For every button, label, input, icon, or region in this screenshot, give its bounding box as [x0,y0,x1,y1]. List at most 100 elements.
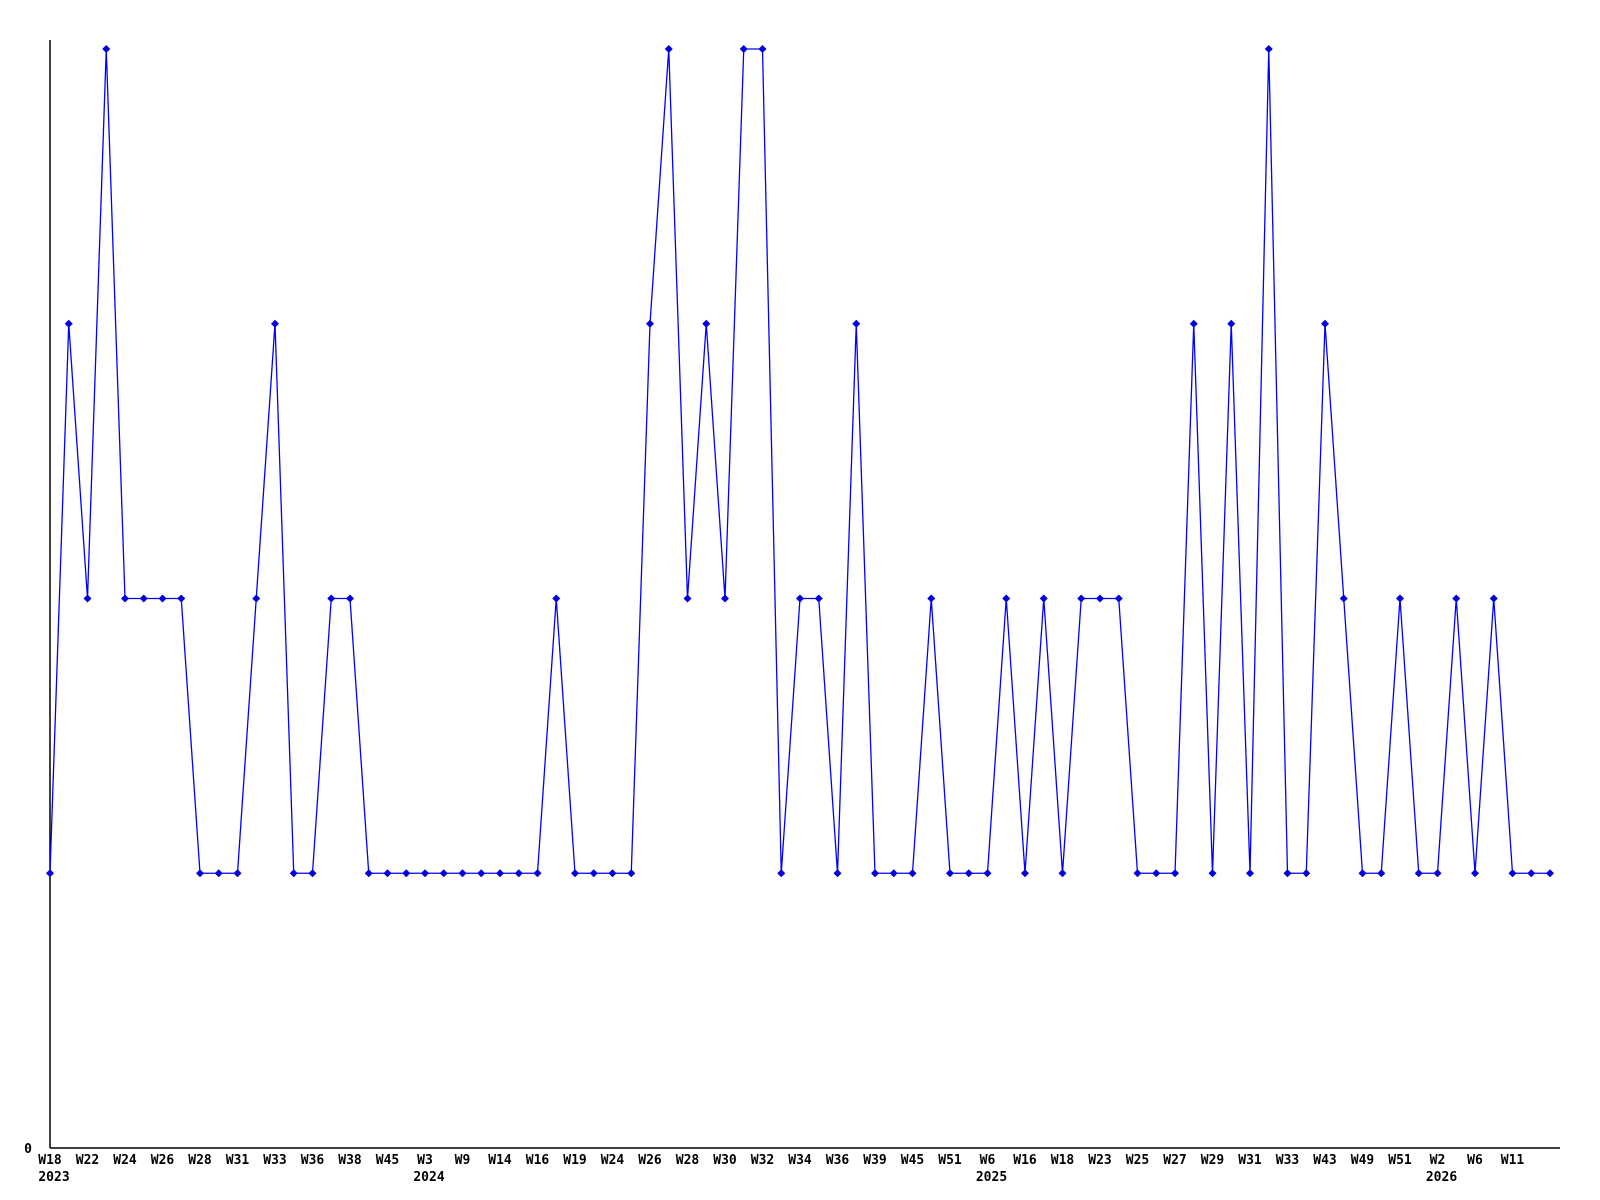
x-axis-tick-labels: W18 2023 W22 W24 W26 W28 W31 W33 W36 W38 W45 W3 2024… [38,1153,1524,1185]
data-point-marker [64,319,73,328]
data-point-marker [1508,869,1517,878]
data-point-marker [1339,594,1348,603]
x-tick-year-label: 2025 [976,1170,1007,1185]
x-tick-week-label: W36 [301,1153,325,1168]
data-point-marker [646,319,654,328]
data-point-marker [683,594,692,603]
data-point-marker [1114,594,1123,603]
data-point-marker [1171,869,1179,878]
data-point-marker [946,869,954,878]
x-tick-week-label: W6 [1467,1153,1483,1168]
x-tick-week-label: W38 [338,1153,362,1168]
x-tick-week-label: W16 [1013,1153,1037,1168]
data-point-marker [1527,869,1536,878]
data-point-marker [102,45,111,53]
data-point-marker [158,594,167,603]
data-point-marker [852,319,861,328]
data-point-marker [477,869,486,878]
x-tick-week-label: W31 [1238,1153,1262,1168]
x-tick-week-label: W26 [638,1153,662,1168]
data-point-marker [1077,594,1086,603]
x-tick-week-label: W45 [901,1153,924,1168]
x-tick-week-label: W14 [488,1153,512,1168]
data-point-marker [889,869,898,878]
data-point-marker [439,869,448,878]
data-point-marker [833,869,842,878]
data-point-marker [533,869,542,878]
data-series-line [49,48,1550,874]
data-point-marker [1433,869,1442,878]
x-tick-week-label: W18 [1051,1153,1075,1168]
x-tick-week-label: W22 [76,1153,99,1168]
data-point-marker [496,869,504,878]
data-point-marker [739,45,748,53]
x-tick-week-label: W16 [526,1153,550,1168]
x-tick-week-label: W25 [1126,1153,1149,1168]
data-point-marker [1283,869,1292,878]
x-tick-week-label: W36 [826,1153,850,1168]
x-tick-week-label: W18 [38,1153,62,1168]
data-point-marker [1264,45,1273,53]
x-tick-week-label: W28 [676,1153,700,1168]
data-point-marker [1358,869,1367,878]
data-point-marker [364,869,373,878]
data-point-marker [458,869,467,878]
x-tick-week-label: W28 [188,1153,212,1168]
x-tick-week-label: W32 [751,1153,774,1168]
data-point-marker [1096,594,1104,603]
data-point-marker [908,869,917,878]
x-tick-week-label: W6 [980,1153,996,1168]
x-tick-week-label: W39 [863,1153,886,1168]
data-point-marker [233,869,242,878]
data-point-marker [1302,869,1311,878]
data-point-marker [1414,869,1423,878]
data-point-marker [383,869,392,878]
data-point-marker [514,869,523,878]
data-point-marker [289,869,298,878]
x-tick-week-label: W9 [455,1153,471,1168]
x-tick-week-label: W51 [1388,1153,1412,1168]
data-point-marker [1133,869,1142,878]
data-point-marker [927,594,936,603]
x-tick-week-label: W51 [938,1153,962,1168]
data-point-marker [627,869,636,878]
x-tick-week-label: W49 [1351,1153,1374,1168]
data-point-marker [1377,869,1386,878]
data-point-marker [777,869,786,878]
x-tick-week-label: W29 [1201,1153,1224,1168]
data-point-marker [1489,594,1498,603]
data-point-marker [552,594,561,603]
x-tick-week-label: W27 [1163,1153,1186,1168]
data-point-marker [1321,319,1329,328]
data-point-marker [758,45,767,53]
data-point-marker [1396,594,1404,603]
data-point-markers [46,45,1554,878]
data-point-marker [1246,869,1254,878]
data-point-marker [252,594,261,603]
data-point-marker [214,869,223,878]
data-point-marker [983,869,992,878]
x-tick-week-label: W11 [1501,1153,1525,1168]
data-point-marker [1452,594,1461,603]
data-point-marker [664,45,673,53]
data-point-marker [346,594,354,603]
data-point-marker [1039,594,1048,603]
data-point-marker [571,869,579,878]
x-tick-year-label: 2024 [413,1170,444,1185]
x-tick-week-label: W33 [1276,1153,1299,1168]
data-point-marker [308,869,317,878]
data-point-marker [421,869,429,878]
x-tick-week-label: W19 [563,1153,586,1168]
data-point-marker [177,594,186,603]
data-point-marker [1021,869,1029,878]
x-tick-week-label: W45 [376,1153,399,1168]
x-tick-week-label: W23 [1088,1153,1111,1168]
data-point-marker [1058,869,1067,878]
data-point-marker [1546,869,1554,878]
data-point-marker [871,869,879,878]
y-axis-zero-tick-label: 0 [24,1142,32,1157]
data-point-marker [702,319,711,328]
data-point-marker [796,594,804,603]
